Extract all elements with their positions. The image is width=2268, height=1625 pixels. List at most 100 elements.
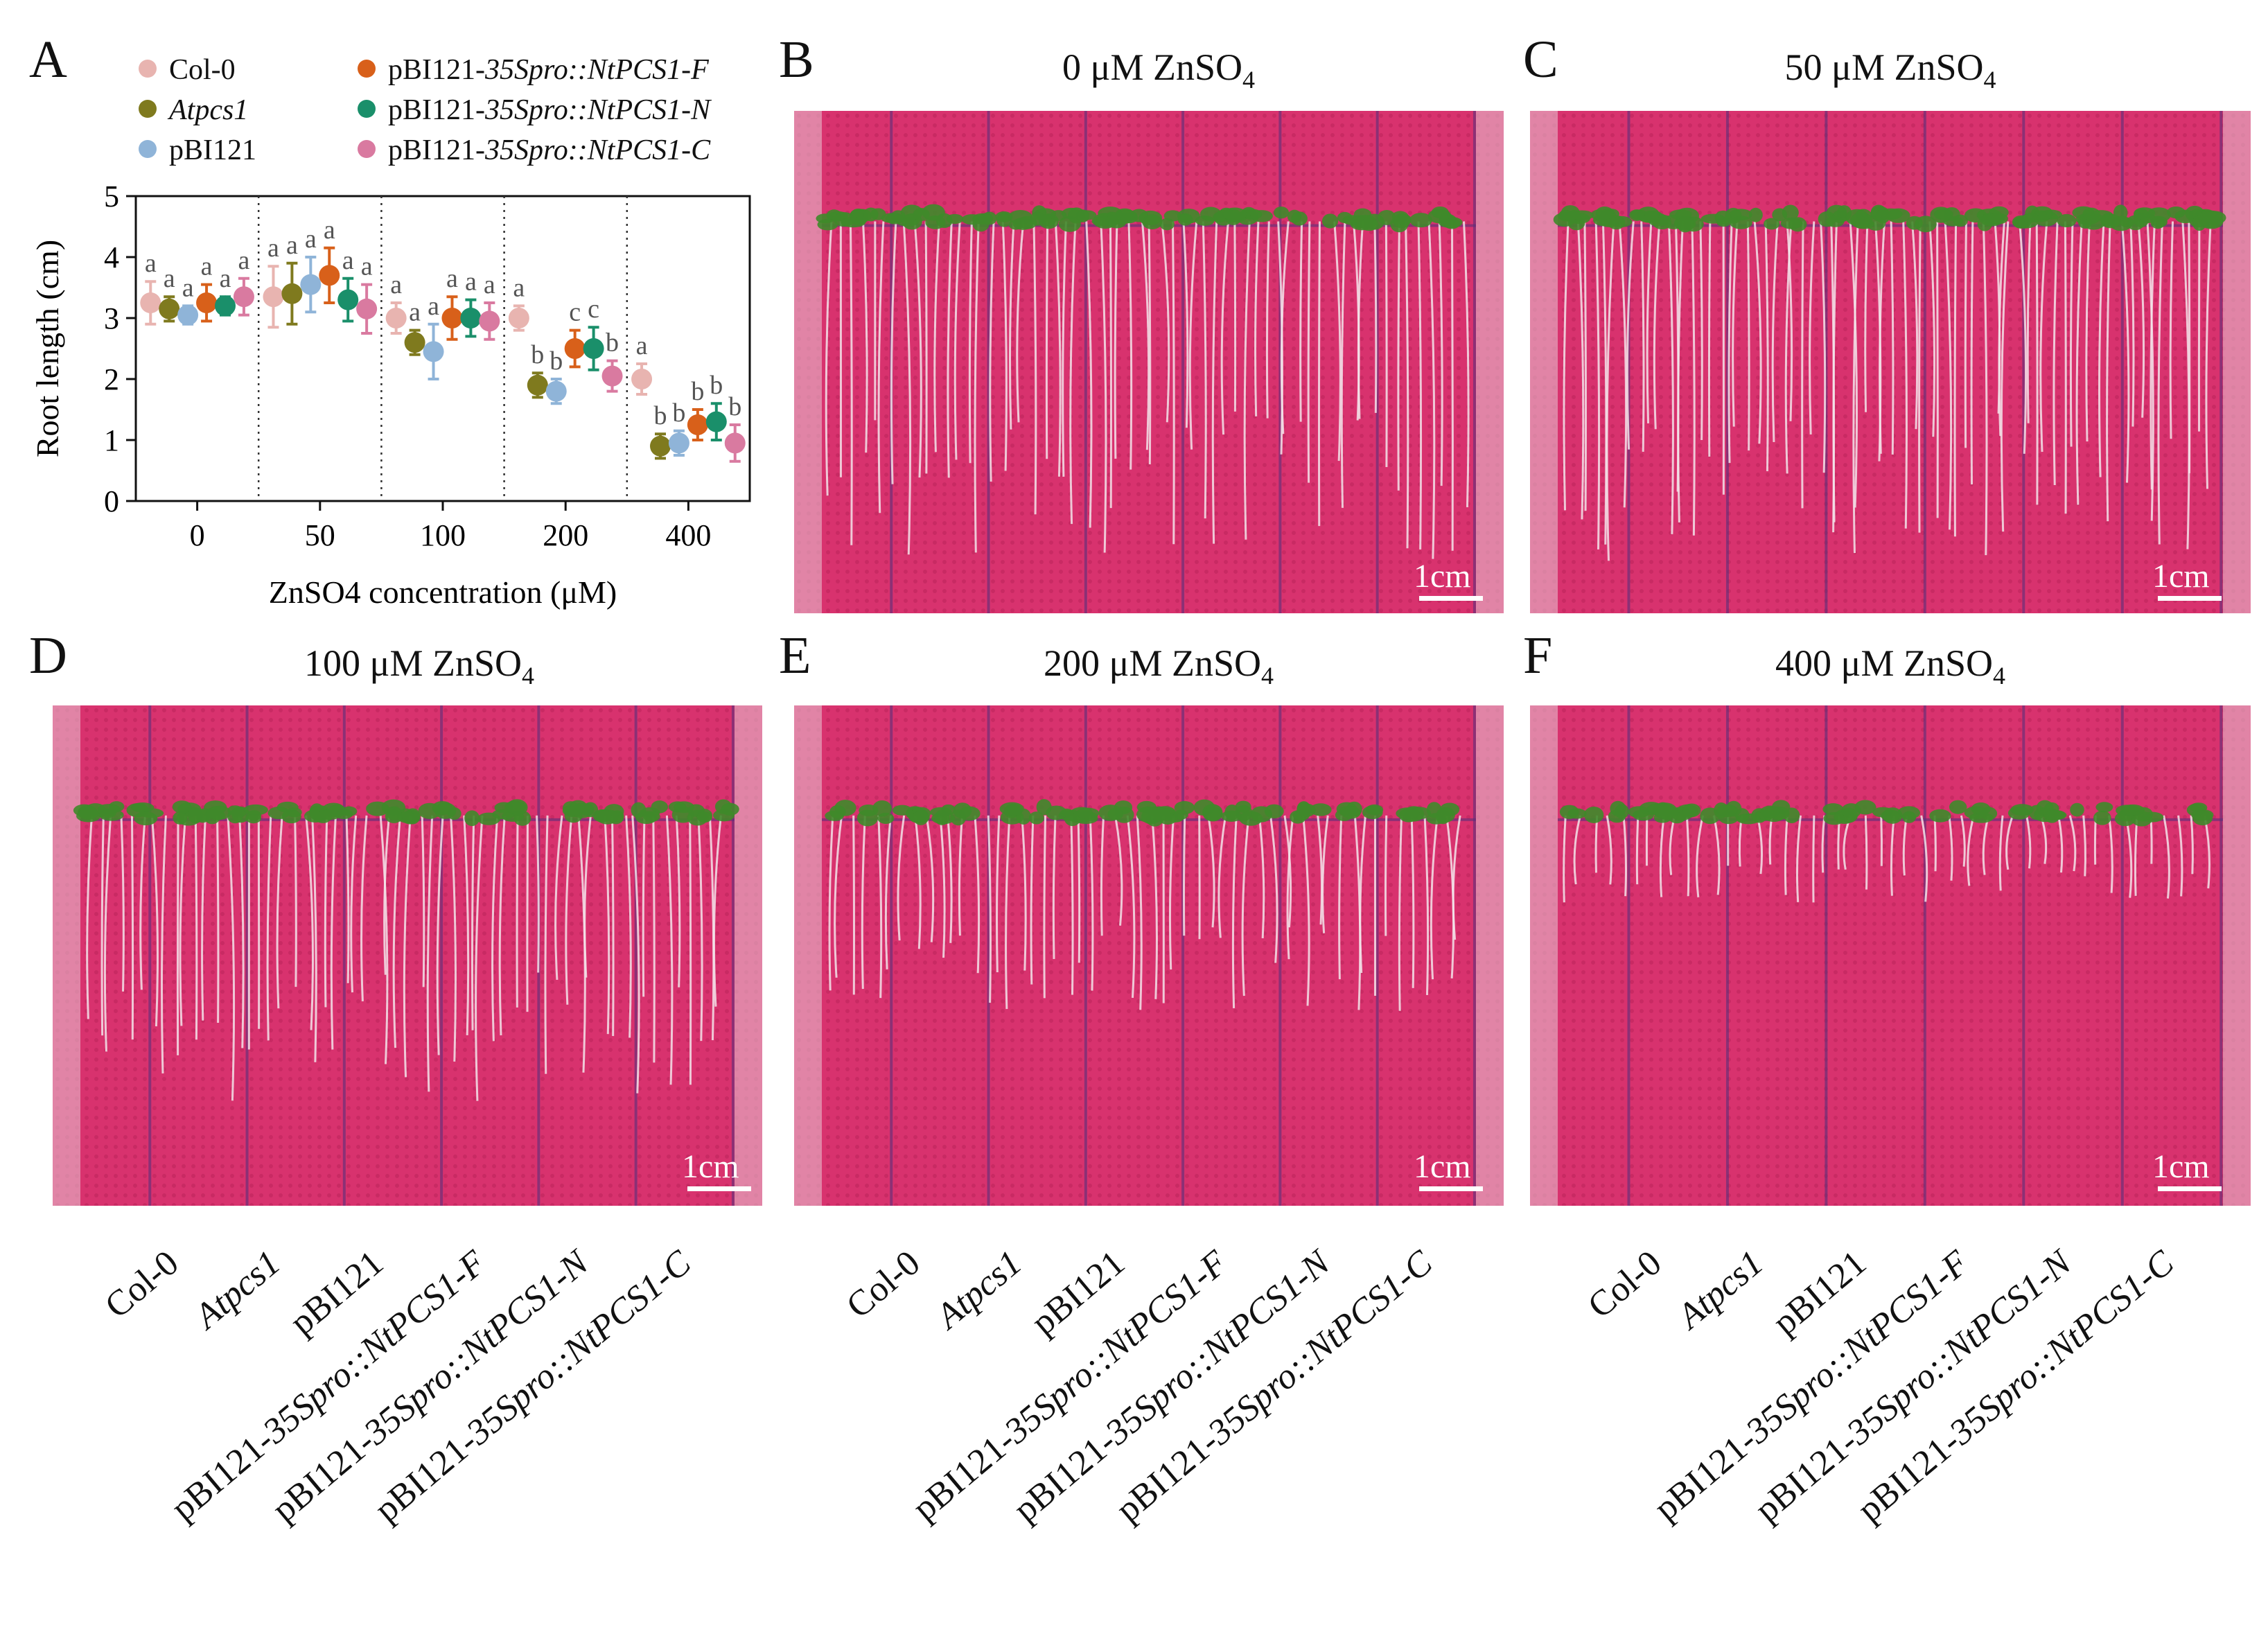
scale-label-e: 1cm [1414, 1148, 1471, 1185]
plate-photo-50um [1530, 111, 2251, 613]
plate-image [794, 705, 1504, 1206]
scale-bar-c [2158, 596, 2222, 601]
data-point [687, 414, 708, 435]
panel-letter-b: B [779, 30, 814, 89]
scale-label-d: 1cm [682, 1148, 739, 1185]
significance-letter: a [164, 264, 175, 293]
genotype-label: Atpcs1 [929, 1242, 1030, 1337]
significance-letter: b [606, 328, 619, 358]
data-point [404, 332, 425, 353]
significance-letter: b [531, 340, 544, 369]
genotype-label: Col-0 [1580, 1242, 1669, 1326]
plate-title-f: 400 μM ZnSO4 [1775, 642, 2005, 689]
data-point [479, 310, 500, 332]
panel-letter-d: D [29, 626, 67, 685]
significance-letter: c [588, 295, 599, 324]
panel-letter-f: F [1523, 626, 1553, 685]
x-tick-label: 50 [305, 518, 335, 552]
panel-letter-e: E [779, 626, 811, 685]
x-axis-label: ZnSO4 concentration (μM) [269, 574, 617, 610]
data-point [337, 289, 359, 310]
plate-title-c: 50 μM ZnSO4 [1784, 46, 1996, 94]
scale-bar-d [687, 1186, 751, 1191]
legend-swatch [139, 140, 157, 158]
data-point [177, 304, 199, 326]
significance-letter: a [636, 331, 648, 360]
data-point [508, 308, 529, 328]
data-point [724, 432, 746, 454]
significance-letter: b [691, 377, 704, 406]
significance-letter: a [409, 298, 421, 327]
significance-letter: b [672, 398, 685, 428]
significance-letter: a [286, 231, 298, 260]
genotype-label: Col-0 [838, 1242, 927, 1326]
data-point [385, 308, 407, 328]
genotype-label: Col-0 [97, 1242, 186, 1326]
data-point [423, 341, 444, 362]
significance-letter: a [446, 264, 458, 293]
significance-letter: a [267, 234, 279, 263]
data-point [601, 365, 623, 387]
significance-letter: a [305, 225, 317, 254]
plate-title-b: 0 μM ZnSO4 [1062, 46, 1255, 94]
significance-letter: b [710, 371, 723, 400]
panel-letter-c: C [1523, 30, 1558, 89]
y-tick-label: 2 [104, 362, 119, 396]
y-tick-label: 0 [104, 484, 119, 518]
data-point [705, 411, 727, 432]
data-point [196, 292, 218, 313]
data-point [631, 369, 653, 389]
data-point [356, 298, 378, 319]
legend-swatch [358, 100, 376, 118]
scale-bar-e [1419, 1186, 1483, 1191]
plate-image [1530, 705, 2251, 1206]
data-point [215, 295, 236, 317]
y-tick-label: 1 [104, 423, 119, 457]
data-point [233, 286, 254, 308]
x-tick-label: 400 [665, 518, 711, 552]
significance-letter: a [220, 264, 231, 293]
legend-swatch [358, 140, 376, 158]
x-tick-label: 200 [543, 518, 588, 552]
genotype-label: Atpcs1 [187, 1242, 288, 1337]
y-tick-label: 4 [104, 240, 119, 274]
data-point [668, 432, 689, 454]
plate-photo-200um [794, 705, 1504, 1206]
plate-photo-400um [1530, 705, 2251, 1206]
data-point [583, 338, 604, 359]
data-point [319, 265, 340, 286]
legend-item: pBI121-35Spro::NtPCS1-N [358, 96, 710, 125]
legend-swatch [139, 100, 157, 118]
x-tick-label: 100 [420, 518, 466, 552]
data-point [140, 292, 161, 313]
data-point [263, 286, 284, 308]
significance-letter: a [324, 216, 335, 245]
data-point [527, 374, 548, 396]
legend-item: Atpcs1 [139, 96, 248, 125]
x-tick-label: 0 [190, 518, 205, 552]
plate-title-d: 100 μM ZnSO4 [304, 642, 534, 689]
plate-image [1530, 111, 2251, 613]
data-point [564, 338, 586, 359]
data-point [545, 380, 567, 402]
y-axis-label: Root length (cm) [30, 240, 65, 457]
plate-title-e: 200 μM ZnSO4 [1044, 642, 1274, 689]
significance-letter: b [728, 392, 741, 421]
legend-item: Col-0 [139, 55, 236, 85]
y-tick-label: 5 [104, 179, 119, 213]
data-point [441, 308, 463, 328]
significance-letter: a [145, 249, 157, 278]
significance-letter: a [390, 270, 402, 299]
significance-letter: a [238, 246, 249, 275]
significance-letter: a [342, 246, 354, 275]
significance-letter: a [513, 273, 525, 302]
significance-letter: a [428, 292, 439, 321]
data-point [159, 298, 180, 319]
panel-letter-a: A [29, 30, 67, 89]
significance-letter: b [550, 346, 563, 376]
significance-letter: a [361, 252, 373, 281]
legend-item: pBI121-35Spro::NtPCS1-C [358, 136, 710, 165]
plate-photo-100um [53, 705, 762, 1206]
scale-label-c: 1cm [2152, 558, 2210, 595]
data-point [300, 274, 322, 295]
